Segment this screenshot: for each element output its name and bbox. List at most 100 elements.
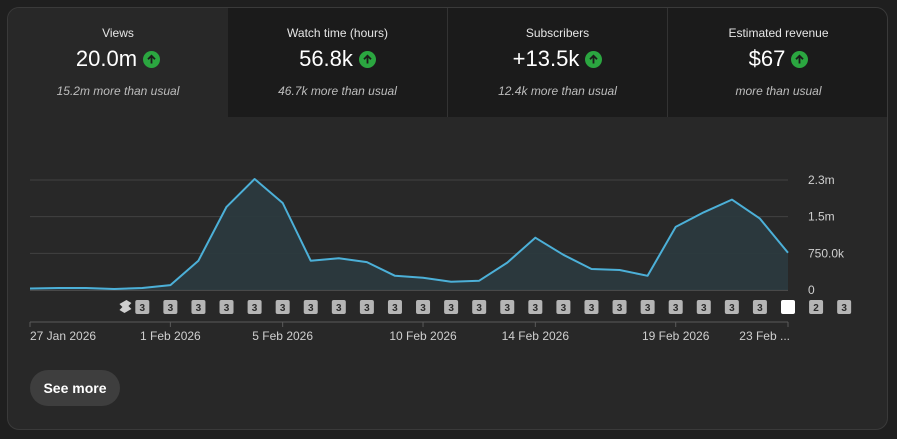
data-point[interactable] [392,273,398,279]
upload-marker[interactable] [809,300,824,314]
upload-marker-count: 3 [308,303,314,314]
upload-marker-count: 3 [504,303,510,314]
upload-marker[interactable] [163,300,178,314]
upload-marker-count: 3 [673,303,679,314]
upload-marker[interactable] [640,300,655,314]
upload-marker[interactable] [247,300,262,314]
data-point[interactable] [27,286,33,292]
x-tick-label: 27 Jan 2026 [30,329,96,343]
upload-marker[interactable] [612,300,627,314]
arrow-up-icon [791,50,809,68]
upload-marker[interactable] [191,300,206,314]
upload-marker[interactable] [135,300,150,314]
upload-marker[interactable] [837,300,852,314]
upload-marker[interactable] [500,300,515,314]
upload-marker-count: 3 [336,303,342,314]
data-point[interactable] [673,224,679,230]
data-point[interactable] [336,255,342,261]
data-point[interactable] [532,235,538,241]
upload-marker[interactable] [303,300,318,314]
stat-revenue[interactable]: Estimated revenue $67 more than usual [668,8,887,117]
data-point[interactable] [252,176,258,182]
upload-marker[interactable] [752,300,767,314]
upload-marker-count: 3 [140,303,146,314]
data-point[interactable] [588,266,594,272]
x-tick-label: 5 Feb 2026 [252,329,313,343]
upload-marker[interactable] [359,300,374,314]
data-point[interactable] [167,282,173,288]
see-more-button[interactable]: See more [30,370,120,406]
upload-marker-count: 3 [448,303,454,314]
data-point[interactable] [280,200,286,206]
data-point[interactable] [448,279,454,285]
data-point[interactable] [364,259,370,265]
upload-marker-count: 3 [224,303,230,314]
data-point[interactable] [55,285,61,291]
upload-marker[interactable] [556,300,571,314]
data-point[interactable] [111,286,117,292]
upload-marker[interactable] [724,300,739,314]
stat-comparison: 12.4k more than usual [498,84,617,98]
upload-marker[interactable] [275,300,290,314]
data-point[interactable] [617,267,623,273]
y-tick-label: 0 [808,283,815,297]
y-tick-label: 2.3m [808,173,835,187]
data-point[interactable] [139,285,145,291]
shorts-icon [119,300,132,313]
y-tick-label: 750.0k [808,246,845,260]
upload-marker[interactable] [219,300,234,314]
arrow-up-icon [358,50,376,68]
data-point[interactable] [757,216,763,222]
stat-title: Watch time (hours) [287,26,388,40]
upload-marker-count: 3 [589,303,595,314]
arrow-up-icon [143,50,161,68]
y-tick-label: 1.5m [808,210,835,224]
data-point[interactable] [645,273,651,279]
upload-marker[interactable] [781,300,795,314]
upload-marker[interactable] [584,300,599,314]
upload-marker-count: 2 [813,303,819,314]
data-point[interactable] [785,250,791,256]
data-point[interactable] [560,252,566,258]
x-tick-label: 23 Feb ... [739,329,790,343]
upload-marker[interactable] [668,300,683,314]
upload-marker-count: 3 [364,303,370,314]
x-tick-label: 19 Feb 2026 [642,329,710,343]
data-point[interactable] [224,204,230,210]
stat-views[interactable]: Views 20.0m 15.2m more than usual [8,8,228,117]
upload-marker[interactable] [444,300,459,314]
data-point[interactable] [476,278,482,284]
data-point[interactable] [195,258,201,264]
data-point[interactable] [420,275,426,281]
upload-marker-count: 3 [196,303,202,314]
stat-value: +13.5k [512,46,580,71]
stat-value: 56.8k [299,46,353,71]
upload-marker-count: 3 [841,303,847,314]
upload-marker[interactable] [528,300,543,314]
stat-comparison: 15.2m more than usual [56,84,180,98]
stat-comparison: 46.7k more than usual [278,84,397,98]
upload-marker-count: 3 [392,303,398,314]
upload-marker-count: 3 [701,303,707,314]
upload-marker-count: 3 [280,303,286,314]
stat-value: $67 [748,46,786,71]
stat-title: Subscribers [525,26,590,40]
analytics-card: Views 20.0m 15.2m more than usual Watch … [7,7,888,430]
stat-watch-time[interactable]: Watch time (hours) 56.8k 46.7k more than… [228,8,448,117]
series-area [30,179,788,290]
upload-marker[interactable] [331,300,346,314]
upload-marker[interactable] [416,300,431,314]
data-point[interactable] [729,197,735,203]
upload-marker[interactable] [472,300,487,314]
stat-title: Views [102,26,134,40]
upload-marker-count: 3 [533,303,539,314]
stat-subscribers[interactable]: Subscribers +13.5k 12.4k more than usual [448,8,668,117]
data-point[interactable] [83,285,89,291]
data-point[interactable] [504,260,510,266]
upload-marker-count: 3 [645,303,651,314]
upload-marker[interactable] [696,300,711,314]
data-point[interactable] [701,209,707,215]
upload-marker[interactable] [387,300,402,314]
data-point[interactable] [308,258,314,264]
